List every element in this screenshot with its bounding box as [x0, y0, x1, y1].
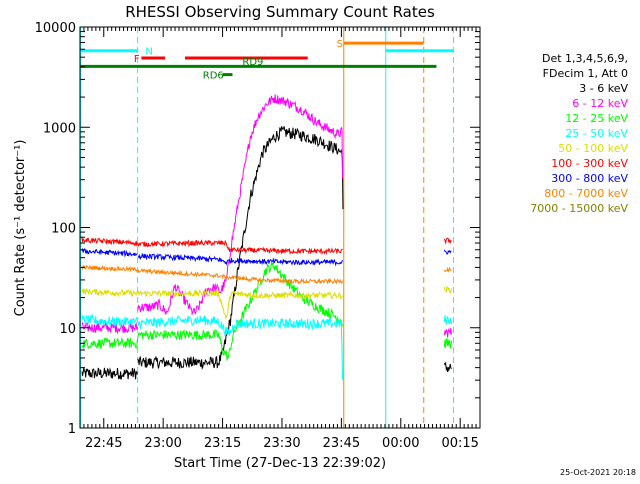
y-tick-label: 10 [59, 322, 76, 337]
legend-entry-6: 100 - 300 keV [551, 157, 628, 170]
series-6-segment-3 [443, 237, 452, 245]
flag-label-s: S [337, 39, 343, 50]
legend-entry-9: 7000 - 15000 keV [530, 202, 628, 215]
series-2-segment-2 [137, 94, 344, 316]
x-tick-label: 23:00 [144, 436, 181, 451]
legend-entry-5: 50 - 100 keV [558, 142, 628, 155]
series-1-segment-1 [81, 367, 138, 380]
x-axis-label: Start Time (27-Dec-13 22:39:02) [174, 456, 386, 471]
legend-entry-7: 300 - 800 keV [551, 172, 628, 185]
series-5-segment-2 [137, 289, 343, 320]
legend: Det 1,3,4,5,6,9, FDecim 1, Att 0 3 - 6 k… [530, 52, 628, 215]
x-tick-label: 00:00 [382, 436, 419, 451]
y-tick-label: 100 [51, 222, 76, 237]
series-7-segment-3 [443, 249, 452, 255]
y-tick-label: 1 [68, 422, 76, 437]
legend-header-line-2: FDecim 1, Att 0 [543, 67, 628, 80]
series-5-segment-3 [443, 285, 452, 294]
series-8-segment-3 [443, 266, 452, 273]
chart-title: RHESSI Observing Summary Count Rates [125, 3, 435, 21]
series-2-segment-3 [443, 327, 452, 338]
plot-area: N S F RD9 RD6 1 10 100 1000 10000 22:45 23:00 23:15 2… [35, 21, 481, 451]
legend-header-line-1: Det 1,3,4,5,6,9, [542, 52, 628, 65]
series-8-segment-2 [137, 268, 344, 285]
series-7-segment-1 [81, 247, 138, 258]
y-tick-label: 10000 [35, 21, 76, 36]
flag-label-rd6: RD6 [203, 71, 224, 82]
flag-label-f: F [134, 54, 140, 65]
series-4-segment-3 [443, 315, 452, 325]
x-tick-label: 23:45 [323, 436, 360, 451]
legend-entry-2: 6 - 12 keV [572, 97, 628, 110]
y-axis-label: Count Rate (s⁻¹ detector⁻¹) [13, 140, 28, 317]
series-4-segment-2 [137, 314, 344, 380]
x-tick-label: 23:30 [263, 436, 300, 451]
x-tick-label: 23:15 [204, 436, 241, 451]
series-1-segment-3 [443, 361, 452, 373]
flag-label-rd9: RD9 [242, 57, 263, 68]
series-6-segment-2 [137, 239, 343, 256]
series-7-segment-2 [137, 252, 344, 267]
x-tick-label: 00:15 [441, 436, 478, 451]
series-3-segment-3 [443, 336, 452, 350]
legend-entry-1: 3 - 6 keV [579, 82, 628, 95]
series-3-segment-1 [81, 336, 138, 350]
x-tick-label: 22:45 [85, 436, 122, 451]
legend-entry-4: 25 - 50 keV [565, 127, 628, 140]
flag-label-n: N [145, 47, 152, 58]
series-2-segment-1 [81, 321, 138, 335]
series-5-segment-1 [81, 287, 138, 298]
legend-entry-3: 12 - 25 keV [565, 112, 628, 125]
series-4-segment-1 [81, 313, 138, 328]
footer-timestamp: 25-Oct-2021 20:18 [560, 468, 636, 477]
y-tick-label: 1000 [43, 121, 76, 136]
series-6-segment-1 [81, 237, 138, 247]
series-8-segment-1 [81, 264, 138, 273]
series-1-segment-2 [137, 126, 344, 370]
legend-entry-8: 800 - 7000 keV [544, 187, 628, 200]
